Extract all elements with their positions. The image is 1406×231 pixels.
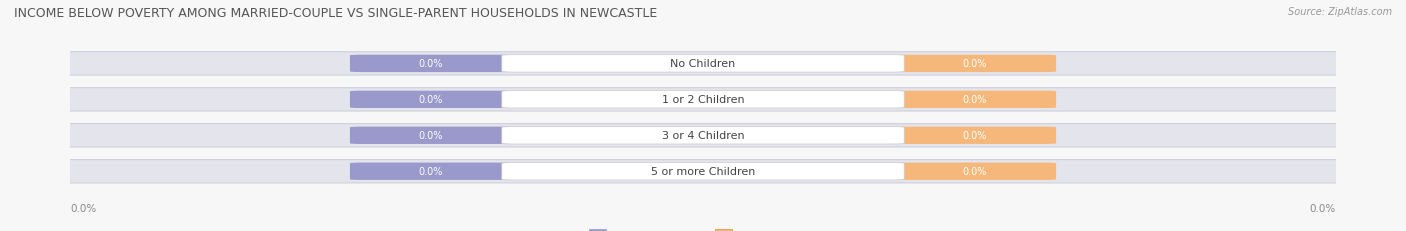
FancyBboxPatch shape: [350, 163, 512, 180]
Text: 0.0%: 0.0%: [419, 167, 443, 176]
FancyBboxPatch shape: [894, 127, 1056, 144]
Text: 0.0%: 0.0%: [419, 95, 443, 105]
Text: 0.0%: 0.0%: [419, 59, 443, 69]
Text: 0.0%: 0.0%: [419, 131, 443, 141]
Text: 0.0%: 0.0%: [70, 203, 97, 213]
FancyBboxPatch shape: [502, 91, 904, 109]
FancyBboxPatch shape: [60, 88, 1346, 112]
Text: 0.0%: 0.0%: [963, 131, 987, 141]
FancyBboxPatch shape: [60, 160, 1346, 183]
Text: 1 or 2 Children: 1 or 2 Children: [662, 95, 744, 105]
FancyBboxPatch shape: [502, 127, 904, 144]
Text: 0.0%: 0.0%: [963, 59, 987, 69]
Text: 0.0%: 0.0%: [963, 95, 987, 105]
FancyBboxPatch shape: [894, 163, 1056, 180]
FancyBboxPatch shape: [350, 55, 512, 73]
Text: INCOME BELOW POVERTY AMONG MARRIED-COUPLE VS SINGLE-PARENT HOUSEHOLDS IN NEWCAST: INCOME BELOW POVERTY AMONG MARRIED-COUPL…: [14, 7, 658, 20]
FancyBboxPatch shape: [894, 55, 1056, 73]
Text: 5 or more Children: 5 or more Children: [651, 167, 755, 176]
FancyBboxPatch shape: [60, 52, 1346, 76]
FancyBboxPatch shape: [350, 91, 512, 109]
Text: Source: ZipAtlas.com: Source: ZipAtlas.com: [1288, 7, 1392, 17]
FancyBboxPatch shape: [502, 55, 904, 73]
FancyBboxPatch shape: [894, 91, 1056, 109]
Text: No Children: No Children: [671, 59, 735, 69]
Text: 0.0%: 0.0%: [1309, 203, 1336, 213]
FancyBboxPatch shape: [350, 127, 512, 144]
Text: 3 or 4 Children: 3 or 4 Children: [662, 131, 744, 141]
FancyBboxPatch shape: [60, 124, 1346, 147]
Text: 0.0%: 0.0%: [963, 167, 987, 176]
FancyBboxPatch shape: [502, 163, 904, 180]
Legend: Married Couples, Single Parents: Married Couples, Single Parents: [585, 225, 821, 231]
